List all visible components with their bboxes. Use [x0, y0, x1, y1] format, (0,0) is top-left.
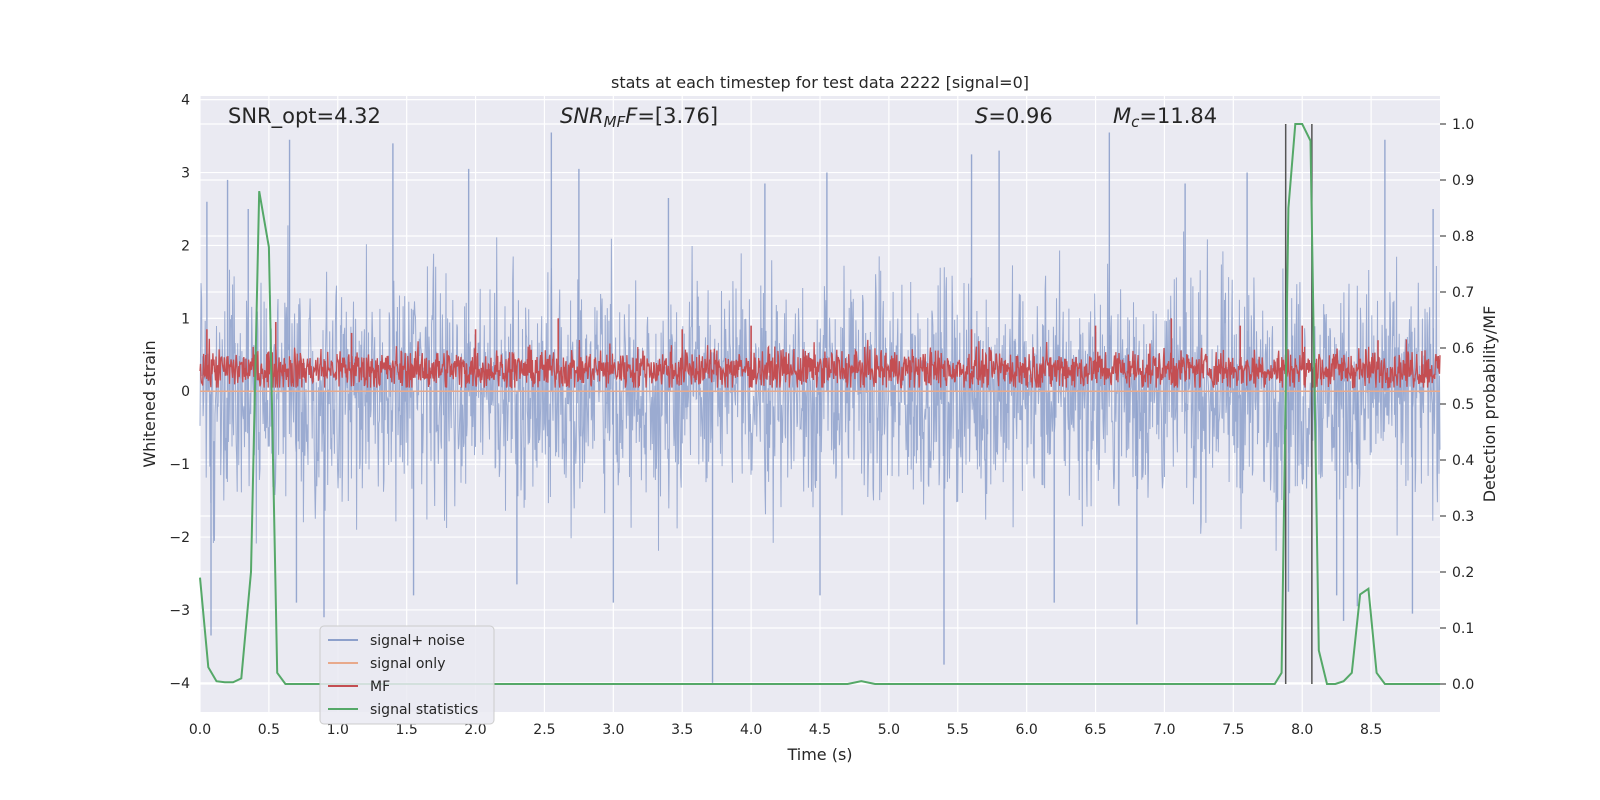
y-right-tick-9: 0.1 [1452, 621, 1474, 637]
x-tick-6: 3.0 [602, 722, 624, 738]
y-right-tick-5: 0.5 [1452, 397, 1474, 413]
annotation-snr-opt: SNR_opt=4.32 [228, 104, 381, 129]
y-tick-4: 0 [181, 384, 190, 400]
x-tick-11: 5.5 [947, 722, 969, 738]
annotation-s: S=0.96 [975, 104, 1053, 128]
x-tick-13: 6.5 [1084, 722, 1106, 738]
y-right-tick-8: 0.2 [1452, 565, 1474, 581]
series-signal-noise [199, 132, 1441, 683]
x-tick-12: 6.0 [1016, 722, 1038, 738]
x-tick-0: 0.0 [189, 722, 211, 738]
y-tick-3: 1 [181, 311, 190, 327]
legend-label-signal-noise: signal+ noise [370, 633, 465, 649]
x-tick-labels: 0.0 0.5 1.0 1.5 2.0 2.5 3.0 3.5 4.0 4.5 5.0 5.5 6.0 6… [189, 722, 1382, 738]
x-tick-5: 2.5 [533, 722, 555, 738]
noise-line [199, 225, 1441, 551]
chart-title: stats at each timestep for test data 222… [611, 73, 1029, 92]
x-tick-8: 4.0 [740, 722, 762, 738]
y-tick-2: 2 [181, 238, 190, 254]
x-tick-14: 7.0 [1153, 722, 1175, 738]
y-tick-7: −3 [169, 603, 190, 619]
y-axis-label: Whitened strain [140, 340, 159, 467]
y-right-tick-3: 0.7 [1452, 285, 1474, 301]
y-right-tick-0: 1.0 [1452, 117, 1474, 133]
mf-line [199, 338, 1441, 389]
x-tick-7: 3.5 [671, 722, 693, 738]
annotation-mc: Mc=11.84 [1113, 104, 1217, 131]
legend-label-signal-only: signal only [370, 656, 445, 672]
y-tick-1: 3 [181, 166, 190, 182]
y-right-tick-10: 0.0 [1452, 677, 1474, 693]
annotation-snr-mf: SNRMFF=[3.76] [560, 104, 718, 131]
series-mf [199, 318, 1441, 389]
y-tick-labels: 4 3 2 1 0 −1 −2 −3 −4 [169, 93, 190, 692]
x-tick-2: 1.0 [327, 722, 349, 738]
legend-label-mf: MF [370, 679, 390, 695]
x-tick-17: 8.5 [1360, 722, 1382, 738]
legend: signal+ noise signal only MF signal stat… [319, 625, 495, 725]
signal-statistics-line [199, 123, 1440, 685]
x-tick-3: 1.5 [396, 722, 418, 738]
x-tick-4: 2.0 [464, 722, 486, 738]
x-tick-15: 7.5 [1222, 722, 1244, 738]
y-right-tick-6: 0.4 [1452, 453, 1474, 469]
x-axis-label: Time (s) [786, 745, 852, 764]
x-tick-1: 0.5 [258, 722, 280, 738]
y-right-tick-labels: 1.0 0.9 0.8 0.7 0.6 0.5 0.4 0.3 0.2 0.1 0.0 [1440, 117, 1474, 693]
y-right-tick-4: 0.6 [1452, 341, 1474, 357]
x-tick-10: 5.0 [878, 722, 900, 738]
legend-box [319, 625, 495, 725]
y-right-tick-1: 0.9 [1452, 173, 1474, 189]
y-tick-0: 4 [181, 93, 190, 109]
x-tick-9: 4.5 [809, 722, 831, 738]
legend-label-signal-statistics: signal statistics [370, 702, 478, 718]
y-tick-5: −1 [169, 457, 190, 473]
y-right-axis-label: Detection probability/MF [1480, 306, 1499, 503]
x-tick-16: 8.0 [1291, 722, 1313, 738]
y-tick-6: −2 [169, 530, 190, 546]
y-right-tick-2: 0.8 [1452, 229, 1474, 245]
y-tick-8: −4 [169, 676, 190, 692]
y-right-tick-7: 0.3 [1452, 509, 1474, 525]
series-signal-statistics [199, 123, 1440, 685]
